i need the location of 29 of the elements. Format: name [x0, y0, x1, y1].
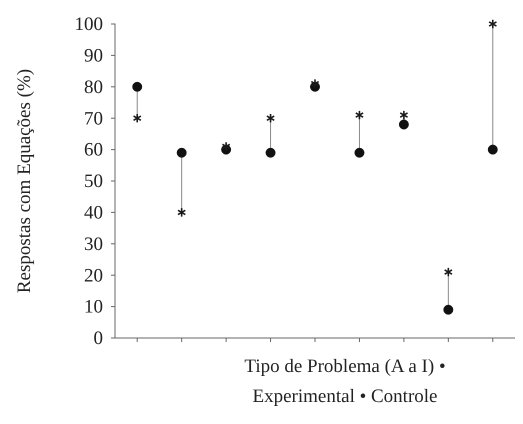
point: [398, 120, 409, 130]
point: [222, 141, 231, 152]
y-tick-label: 0: [94, 328, 103, 350]
y-tick-label: 60: [84, 140, 103, 161]
point: [266, 148, 276, 158]
point: [488, 144, 498, 155]
y-tick-label: 100: [74, 14, 103, 36]
point: [177, 207, 186, 218]
y-tick-label: 80: [84, 76, 103, 98]
y-tick-label: 90: [84, 45, 103, 66]
y-tick-label: 30: [84, 234, 103, 255]
point: [310, 78, 320, 89]
y-tick-label: 10: [84, 296, 103, 318]
point: [443, 304, 454, 315]
y-tick-label: 40: [84, 202, 103, 224]
x-axis-title: Tipo de Problema (A a I) • Experimental • Controle: [244, 356, 446, 407]
y-axis-title: Respostas com Equações (%): [14, 68, 35, 294]
point: [266, 113, 276, 124]
y-tick-label: 50: [84, 171, 103, 192]
y-tick-label: 20: [84, 265, 103, 286]
point: [132, 113, 142, 124]
y-tick-label: 70: [84, 108, 103, 130]
point: [444, 267, 453, 278]
point: [399, 110, 408, 120]
point: [354, 110, 364, 120]
point: [132, 82, 142, 92]
point: [354, 148, 364, 158]
point: [176, 148, 187, 158]
point: [488, 18, 498, 30]
